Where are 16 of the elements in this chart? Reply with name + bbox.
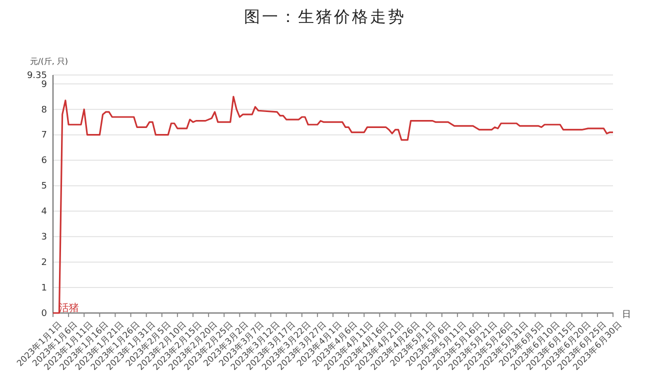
y-tick-label: 7 (41, 130, 47, 141)
y-tick-label: 0 (41, 308, 48, 319)
line-series (52, 96, 614, 314)
y-tick-label: 3 (41, 232, 47, 243)
y-tick-label: 4 (41, 207, 48, 218)
series-label: 活猪 (59, 302, 79, 314)
y-tick-label: 6 (41, 156, 48, 166)
y-tick-label: 2 (41, 258, 47, 268)
chart-title: 图一：生猪价格走势 (244, 7, 406, 26)
y-tick-label: 1 (41, 283, 47, 294)
y-tick-label: 8 (41, 105, 48, 116)
y-tick-label: 9.35 (26, 70, 47, 81)
y-tick-label: 9 (41, 80, 48, 90)
y-axis-title: 元/(斤, 只) (30, 57, 68, 66)
y-tick-label: 5 (41, 182, 47, 192)
x-axis-title: 日 (622, 310, 631, 320)
